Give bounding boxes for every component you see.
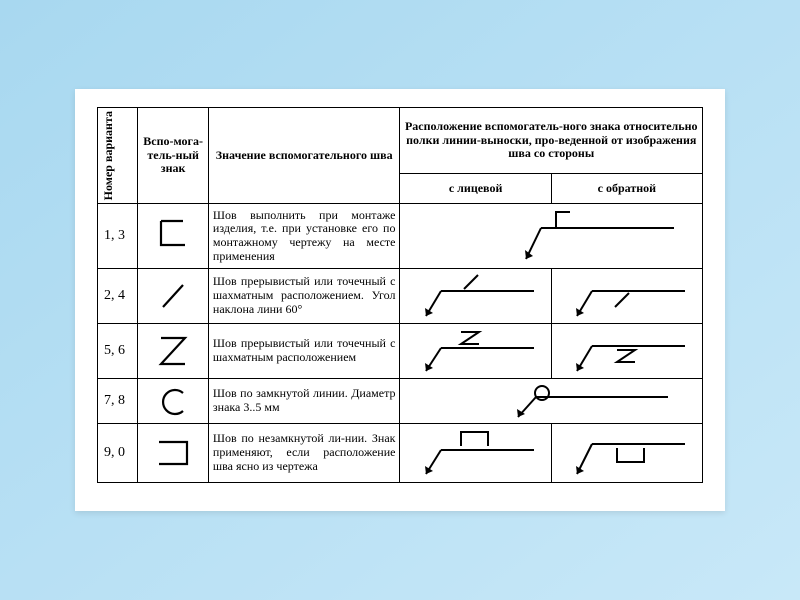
leader-slash-back-icon bbox=[557, 271, 697, 321]
table-row: 9, 0 Шов по незамкнутой ли-нии. Знак при… bbox=[98, 424, 703, 483]
position-merged-cell bbox=[400, 379, 703, 424]
position-back-cell bbox=[551, 424, 702, 483]
welding-aux-signs-table: Номер варианта Вспо-мога-тель-ный знак З… bbox=[97, 107, 703, 483]
position-back-cell bbox=[551, 324, 702, 379]
open-rect-sign-icon bbox=[143, 430, 203, 476]
header-meaning: Значение вспомогательного шва bbox=[208, 107, 400, 203]
aux-sign-cell bbox=[138, 379, 209, 424]
row-description: Шов по замкнутой линии. Диаметр знака 3.… bbox=[208, 379, 400, 424]
table-row: 7, 8 Шов по замкнутой линии. Диаметр зна… bbox=[98, 379, 703, 424]
leader-z-front-icon bbox=[406, 326, 546, 376]
position-front-cell bbox=[400, 424, 551, 483]
leader-slash-front-icon bbox=[406, 271, 546, 321]
table-row: 2, 4 Шов прерывистый или точечный с шахм… bbox=[98, 269, 703, 324]
position-front-cell bbox=[400, 269, 551, 324]
document-sheet: Номер варианта Вспо-мога-тель-ный знак З… bbox=[75, 89, 725, 511]
position-merged-cell bbox=[400, 204, 703, 269]
header-number: Номер варианта bbox=[98, 107, 138, 203]
row-number: 7, 8 bbox=[98, 379, 138, 424]
aux-sign-cell bbox=[138, 424, 209, 483]
row-number: 5, 6 bbox=[98, 324, 138, 379]
aux-sign-cell bbox=[138, 204, 209, 269]
table-row: 1, 3 Шов выполнить при монтаже изделия, … bbox=[98, 204, 703, 269]
row-description: Шов по незамкнутой ли-нии. Знак применяю… bbox=[208, 424, 400, 483]
header-position: Расположение вспомогатель-ного знака отн… bbox=[400, 107, 703, 173]
mount-sign-icon bbox=[143, 213, 203, 259]
leader-mount-icon bbox=[406, 206, 696, 266]
aux-sign-cell bbox=[138, 324, 209, 379]
row-description: Шов выполнить при монтаже изделия, т.е. … bbox=[208, 204, 400, 269]
header-number-label: Номер варианта bbox=[102, 111, 115, 200]
subheader-back: с обратной bbox=[551, 174, 702, 204]
header-sign: Вспо-мога-тель-ный знак bbox=[138, 107, 209, 203]
position-front-cell bbox=[400, 324, 551, 379]
table-row: 5, 6 Шов прерывистый или точечный с шахм… bbox=[98, 324, 703, 379]
leader-openrect-front-icon bbox=[406, 426, 546, 480]
row-number: 9, 0 bbox=[98, 424, 138, 483]
slash-sign-icon bbox=[143, 273, 203, 319]
leader-circle-icon bbox=[406, 381, 696, 421]
position-back-cell bbox=[551, 269, 702, 324]
row-description: Шов прерывистый или точечный с шахматным… bbox=[208, 269, 400, 324]
circle-sign-icon bbox=[143, 383, 203, 419]
row-number: 1, 3 bbox=[98, 204, 138, 269]
leader-openrect-back-icon bbox=[557, 426, 697, 480]
row-description: Шов прерывистый или точечный с шахматным… bbox=[208, 324, 400, 379]
subheader-front: с лицевой bbox=[400, 174, 551, 204]
leader-z-back-icon bbox=[557, 326, 697, 376]
zigzag-sign-icon bbox=[143, 328, 203, 374]
row-number: 2, 4 bbox=[98, 269, 138, 324]
aux-sign-cell bbox=[138, 269, 209, 324]
